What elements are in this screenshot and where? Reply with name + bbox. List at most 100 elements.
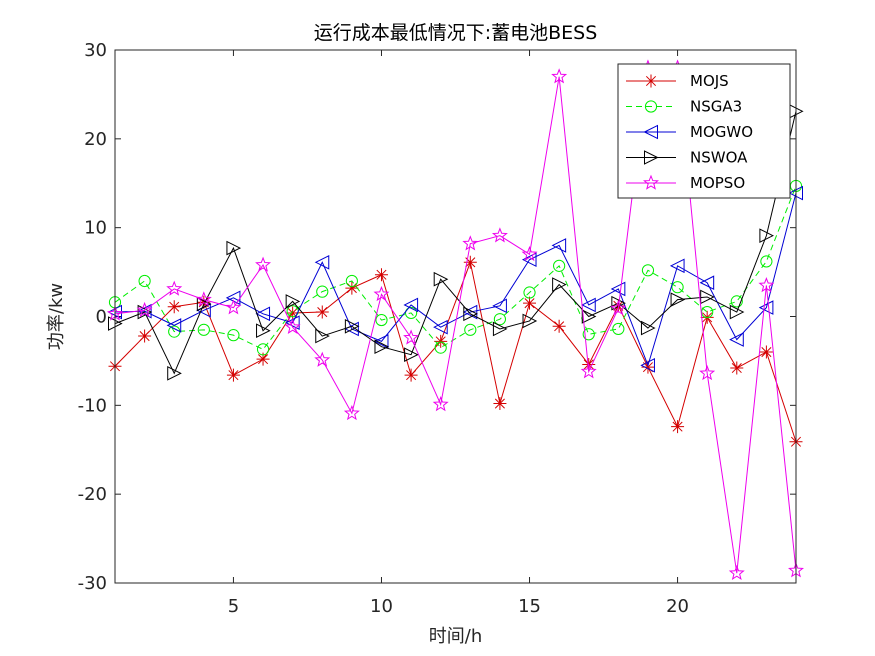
data-point (225, 299, 242, 315)
data-point (492, 321, 508, 337)
y-tick-label: 10 (84, 218, 107, 239)
data-point (729, 332, 744, 347)
series-nswoa (108, 103, 804, 381)
data-point (552, 277, 567, 292)
legend-label: MOJS (690, 72, 729, 90)
data-point (255, 306, 271, 322)
data-point (644, 74, 658, 88)
data-point (136, 301, 153, 318)
data-point (373, 285, 390, 302)
y-tick-label: -30 (78, 573, 107, 594)
data-point (374, 268, 388, 282)
data-point (195, 291, 212, 307)
x-axis-label: 时间/h (429, 626, 482, 647)
data-point (166, 318, 182, 333)
data-point (669, 258, 685, 274)
data-point (138, 329, 152, 343)
data-point (523, 296, 537, 310)
data-point (643, 124, 658, 140)
x-tick-label: 10 (370, 596, 393, 617)
data-point (344, 321, 359, 337)
data-point (463, 306, 478, 322)
y-tick-label: 20 (84, 129, 107, 150)
series-line (114, 192, 797, 367)
data-point (167, 366, 182, 381)
data-point (343, 404, 360, 421)
data-point (345, 274, 358, 288)
data-point (493, 397, 507, 411)
data-point (671, 281, 684, 294)
data-point (553, 259, 566, 272)
data-point (640, 320, 656, 336)
data-point (522, 313, 538, 329)
data-point (256, 343, 270, 356)
data-point (491, 227, 508, 243)
data-point (551, 238, 567, 253)
data-point (462, 304, 478, 320)
y-tick-label: 0 (96, 307, 107, 328)
data-point (167, 300, 181, 314)
data-point (462, 235, 479, 251)
legend-label: NSGA3 (690, 98, 742, 116)
series-line (114, 260, 797, 442)
data-point (137, 304, 153, 320)
data-point (375, 313, 388, 327)
series-mogwo (107, 185, 803, 373)
series-group (107, 59, 804, 581)
data-point (315, 305, 329, 319)
data-point (344, 318, 360, 334)
data-point (670, 292, 686, 307)
data-point (699, 364, 716, 381)
x-tick-label: 15 (518, 596, 541, 617)
data-point (227, 329, 240, 342)
data-point (644, 100, 658, 113)
legend-label: NSWOA (690, 149, 748, 167)
y-tick-label: 30 (84, 40, 107, 61)
data-point (256, 323, 271, 339)
data-point (671, 420, 685, 434)
data-point (463, 255, 477, 269)
data-point (610, 281, 626, 297)
x-tick-label: 5 (228, 596, 239, 617)
data-point (286, 306, 300, 320)
data-point (256, 352, 270, 366)
data-point (432, 396, 449, 412)
data-point (403, 297, 419, 313)
data-point (728, 564, 745, 581)
data-point (434, 334, 448, 348)
data-point (610, 300, 627, 316)
data-point (492, 298, 507, 314)
data-point (644, 150, 659, 165)
data-point (700, 289, 715, 305)
data-point (581, 297, 596, 313)
data-point (404, 368, 418, 382)
data-point (464, 323, 477, 336)
data-point (226, 240, 242, 256)
series-nsga3 (108, 179, 803, 356)
data-point (403, 329, 420, 345)
data-point (196, 296, 212, 312)
data-point (316, 285, 329, 298)
chart-title: 运行成本最低情况下:蓄电池BESS (314, 22, 598, 44)
data-point (284, 318, 301, 334)
y-tick-label: -20 (78, 484, 107, 505)
data-point (404, 347, 419, 363)
data-point (314, 255, 330, 270)
axis-ticks: 5 10 15 20 -30 -20 -10 0 10 20 30 (78, 40, 796, 617)
data-point (138, 274, 151, 288)
data-point (758, 277, 775, 293)
data-point (404, 306, 418, 320)
data-point (197, 323, 210, 336)
data-point (759, 228, 775, 243)
data-point (699, 275, 715, 291)
data-point (433, 319, 448, 335)
y-axis-label: 功率/kw (46, 283, 67, 350)
data-point (521, 245, 538, 262)
legend-label: MOGWO (690, 123, 753, 141)
data-point (255, 256, 272, 272)
data-point (643, 174, 659, 190)
data-point (314, 351, 331, 367)
data-point (285, 294, 301, 309)
data-point (640, 358, 655, 373)
